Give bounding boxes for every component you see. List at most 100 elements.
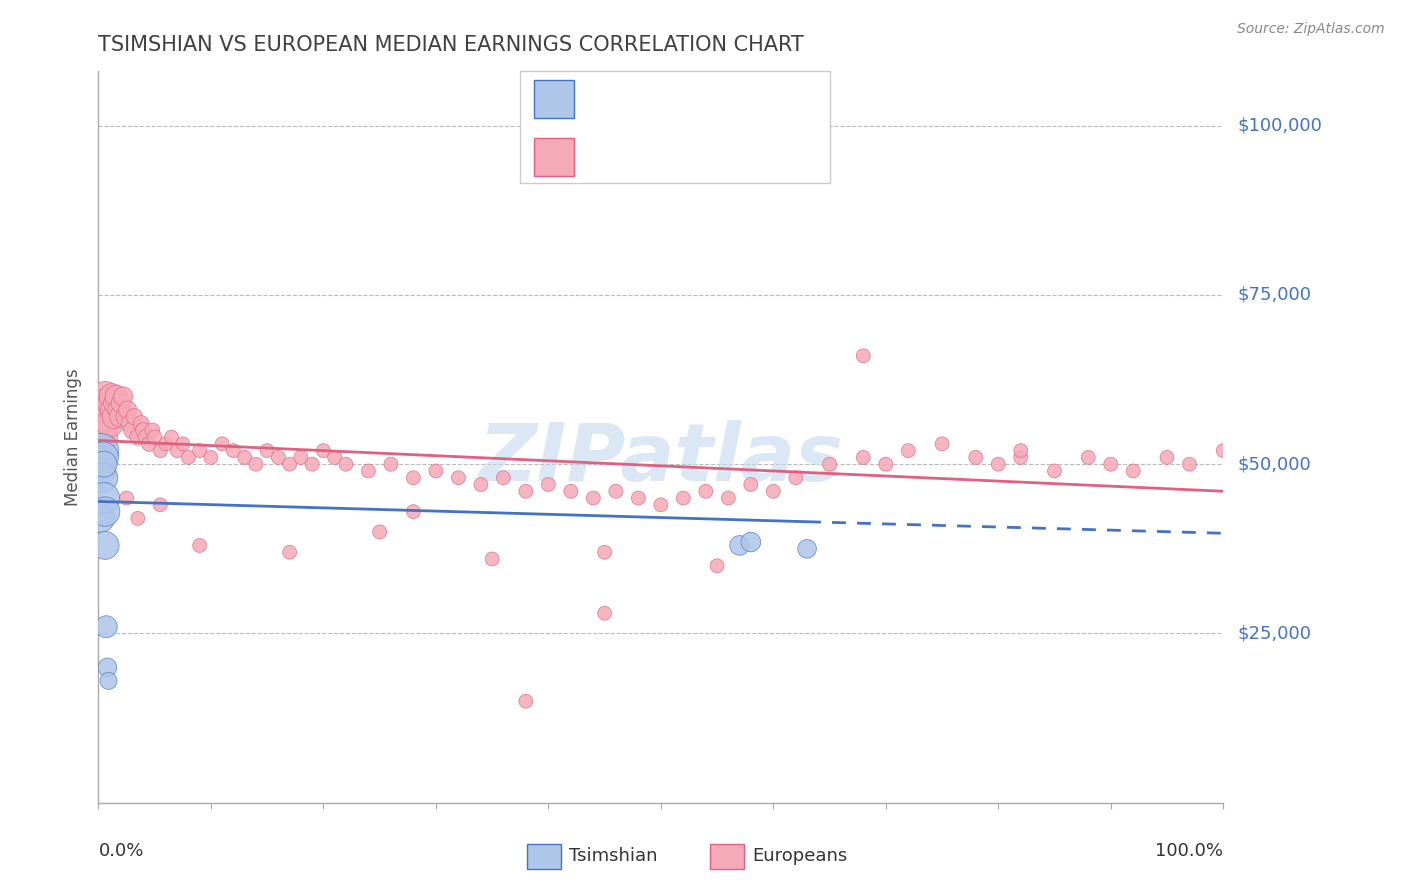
Point — [560, 484, 582, 499]
Point — [931, 437, 953, 451]
Point — [425, 464, 447, 478]
Y-axis label: Median Earnings: Median Earnings — [65, 368, 83, 506]
Point — [200, 450, 222, 465]
Point — [98, 417, 121, 431]
Point — [132, 423, 155, 437]
Point — [897, 443, 920, 458]
Point — [627, 491, 650, 505]
Point — [290, 450, 312, 465]
Point — [222, 443, 245, 458]
Point — [965, 450, 987, 465]
Point — [117, 403, 139, 417]
Text: $100,000: $100,000 — [1237, 117, 1322, 135]
Point — [267, 450, 290, 465]
Point — [107, 403, 129, 417]
Point — [124, 409, 146, 424]
Point — [91, 471, 114, 485]
Point — [118, 417, 141, 431]
Point — [301, 457, 323, 471]
Point — [141, 423, 163, 437]
Point — [100, 396, 122, 410]
Point — [93, 457, 115, 471]
Point — [987, 457, 1010, 471]
Point — [143, 430, 166, 444]
Point — [695, 484, 717, 499]
Point — [96, 396, 118, 410]
Point — [94, 389, 117, 403]
Point — [114, 409, 136, 424]
Point — [155, 437, 177, 451]
Point — [481, 552, 503, 566]
Point — [582, 491, 605, 505]
Point — [94, 505, 117, 519]
Point — [1178, 457, 1201, 471]
Point — [96, 620, 118, 634]
Point — [245, 457, 267, 471]
Point — [492, 471, 515, 485]
Point — [160, 430, 183, 444]
Point — [368, 524, 391, 539]
Point — [112, 389, 135, 403]
Point — [515, 484, 537, 499]
Text: Tsimshian: Tsimshian — [569, 847, 658, 865]
Text: R = -0.077   N = 100: R = -0.077 N = 100 — [591, 148, 779, 166]
Point — [852, 450, 875, 465]
Point — [121, 423, 143, 437]
Point — [537, 477, 560, 491]
Point — [717, 491, 740, 505]
Point — [101, 389, 124, 403]
Point — [149, 498, 172, 512]
Text: R = -0.091   N =  15: R = -0.091 N = 15 — [591, 90, 773, 108]
Point — [101, 403, 124, 417]
Point — [91, 450, 114, 465]
Text: 100.0%: 100.0% — [1156, 842, 1223, 860]
Point — [93, 403, 115, 417]
Point — [93, 491, 115, 505]
Point — [233, 450, 256, 465]
Point — [447, 471, 470, 485]
Point — [1077, 450, 1099, 465]
Point — [94, 538, 117, 552]
Point — [402, 471, 425, 485]
Point — [96, 660, 118, 674]
Point — [97, 673, 120, 688]
Point — [650, 498, 672, 512]
Point — [104, 396, 127, 410]
Point — [110, 396, 132, 410]
Point — [402, 505, 425, 519]
Text: Europeans: Europeans — [752, 847, 848, 865]
Point — [1010, 443, 1032, 458]
Point — [108, 409, 131, 424]
Point — [138, 437, 160, 451]
Point — [127, 430, 149, 444]
Point — [335, 457, 357, 471]
Text: Source: ZipAtlas.com: Source: ZipAtlas.com — [1237, 22, 1385, 37]
Point — [785, 471, 807, 485]
Text: $75,000: $75,000 — [1237, 285, 1312, 304]
Point — [323, 450, 346, 465]
Point — [740, 535, 762, 549]
Text: $25,000: $25,000 — [1237, 624, 1312, 642]
Point — [818, 457, 841, 471]
Point — [875, 457, 897, 471]
Point — [672, 491, 695, 505]
Point — [312, 443, 335, 458]
Point — [380, 457, 402, 471]
Point — [762, 484, 785, 499]
Point — [149, 443, 172, 458]
Point — [1099, 457, 1122, 471]
Point — [593, 606, 616, 620]
Point — [129, 417, 152, 431]
Point — [105, 389, 128, 403]
Point — [1156, 450, 1178, 465]
Point — [593, 545, 616, 559]
Point — [796, 541, 818, 556]
Point — [90, 464, 112, 478]
Point — [188, 538, 211, 552]
Text: TSIMSHIAN VS EUROPEAN MEDIAN EARNINGS CORRELATION CHART: TSIMSHIAN VS EUROPEAN MEDIAN EARNINGS CO… — [98, 35, 804, 54]
Point — [90, 430, 112, 444]
Point — [188, 443, 211, 458]
Text: ZIPatlas: ZIPatlas — [478, 420, 844, 498]
Point — [278, 457, 301, 471]
Point — [728, 538, 751, 552]
